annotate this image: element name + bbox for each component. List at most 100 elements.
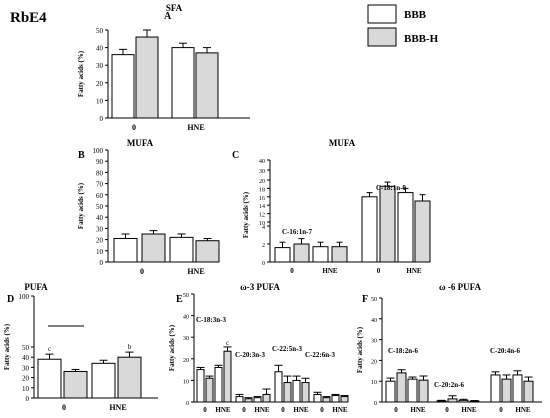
panel-d-x-label: HNE [109, 403, 126, 412]
panel-b-title: MUFA [127, 138, 154, 148]
panel-e-x-label: 0 [281, 406, 285, 414]
panel-b-y-label: Fatty acids (%) [77, 182, 85, 229]
panel-f-x-label: 0 [445, 406, 449, 414]
panel-a-y-tick-label: 0 [100, 115, 104, 123]
panel-d-title: PUFA [24, 282, 48, 292]
panel-f: Fω -6 PUFA 0 10 20 30 40 50 Fatty acids (%) 0 HNE… [356, 282, 542, 414]
panel-c-y-tick-label: 10 [259, 221, 265, 227]
panel-a-y-tick-label: 30 [96, 62, 104, 70]
panel-e-bar [235, 396, 244, 403]
panel-d-y-tick-label: 30 [22, 364, 30, 372]
panel-e-x-label: HNE [215, 406, 231, 414]
panel-f-bar [436, 400, 447, 403]
panel-f-group-label: C-18:2n-6 [388, 347, 418, 355]
panel-c-bar [312, 246, 329, 263]
panel-c-title: MUFA [329, 138, 356, 148]
panel-a-bar [195, 52, 219, 119]
panel-c-bar [274, 247, 291, 263]
panel-e-x-label: HNE [254, 406, 270, 414]
panel-c-group-label: C-18:1n-9 [376, 184, 406, 192]
panel-e-group-label: C-22:5n-3 [272, 345, 302, 353]
panel-a-title: SFA [166, 3, 183, 13]
panel-c: C MUFA 0 2 410 12 14 16 18 20 30 40 Fatty acids (%) 0… [232, 138, 431, 275]
panel-f-bar [458, 399, 469, 403]
panel-c-y-tick-label: 4 [262, 225, 265, 231]
panel-e-y-tick-label: 20 [183, 358, 189, 364]
panel-d-bar [91, 362, 116, 399]
panel-e-y-tick-label: 50 [183, 293, 189, 299]
panel-e-bar [274, 371, 283, 403]
panel-b-letter: B [78, 150, 85, 161]
legend-label-bbb: BBB [404, 9, 427, 21]
panel-f-y-tick-label: 20 [371, 359, 377, 365]
panel-a-x-label: HNE [187, 123, 204, 132]
panel-e-bar [292, 379, 301, 403]
legend-swatch-bbb-h [367, 27, 397, 47]
panel-e-title: ω-3 PUFA [240, 282, 280, 292]
panel-e-letter: E [176, 294, 183, 305]
panel-e-y-tick-label: 0 [186, 401, 189, 407]
panel-c-bar [361, 196, 378, 263]
panel-a-bar [171, 47, 195, 119]
panel-d-x-label: 0 [62, 403, 66, 412]
panel-c-y-tick-label: 0 [262, 261, 265, 267]
panel-c-y-tick-label: 16 [259, 196, 265, 202]
panel-c-bar [397, 192, 414, 263]
panel-e-y-label: Fatty acids (%) [168, 324, 176, 371]
legend-label-bbb-h: BBB-H [404, 33, 439, 45]
panel-c-y-tick-label: 14 [259, 204, 265, 210]
panel-f-x-label: 0 [394, 406, 398, 414]
panel-e-x-label: 0 [320, 406, 324, 414]
panel-c-x-label: HNE [406, 267, 422, 275]
panel-f-y-tick-label: 40 [371, 318, 377, 324]
panel-e: Eω-3 PUFA 0 10 20 30 40 50 Fatty acids (%) c 0 HNE… [168, 282, 349, 414]
panel-b-y-tick-label: 50 [96, 203, 104, 211]
panel-f-y-label: Fatty acids (%) [356, 326, 364, 373]
panel-c-y-tick-label: 18 [259, 187, 265, 193]
panel-e-bar [223, 350, 232, 403]
panel-b-y-tick-label: 90 [96, 158, 104, 166]
panel-d-bar [117, 356, 142, 399]
panel-b-y-tick-label: 40 [96, 214, 104, 222]
panel-e-bar [283, 382, 292, 403]
panel-d-y-tick-label: 50 [22, 344, 30, 352]
panel-a-y-label: Fatty acids (%) [77, 50, 85, 97]
panel-c-x-label: 0 [290, 267, 294, 275]
panel-d-y-tick-label: 10 [22, 385, 30, 393]
panel-f-title: ω -6 PUFA [439, 282, 481, 292]
panel-b-y-tick-label: 60 [96, 192, 104, 200]
panel-e-group-label: C-20:3n-3 [235, 351, 265, 359]
panel-c-bar [414, 200, 431, 263]
panel-d-y-tick-label: 40 [22, 354, 30, 362]
panel-e-x-label: 0 [203, 406, 207, 414]
panel-a-bar [111, 54, 135, 119]
panel-f-bar [418, 379, 429, 403]
panel-b-x-label: HNE [187, 267, 204, 276]
panel-f-bar [469, 400, 480, 403]
panel-b-y-tick-label: 20 [96, 237, 104, 245]
panel-c-group-label: C-16:1n-7 [282, 228, 312, 236]
panel-e-bar [196, 369, 205, 403]
panel-d-y-tick-label: 20 [22, 375, 30, 383]
panel-d-bar [63, 370, 88, 399]
panel-e-x-label: HNE [332, 406, 348, 414]
panel-c-y-label: Fatty acids (%) [242, 191, 250, 238]
panel-e-annotation: c [226, 339, 229, 347]
panel-e-bar [313, 393, 322, 403]
panel-e-group-label: C-22:6n-3 [305, 351, 335, 359]
panel-d-bar [37, 358, 62, 399]
panel-e-y-tick-label: 30 [183, 336, 189, 342]
panel-f-bar [385, 380, 396, 403]
panel-f-bar [396, 372, 407, 403]
panel-f-bar [447, 398, 458, 403]
panel-e-bar [262, 393, 271, 403]
panel-f-bar [512, 374, 523, 403]
panel-f-y-tick-label: 30 [371, 339, 377, 345]
panel-f-letter: F [362, 294, 368, 305]
panel-f-group-label: C-20:4n-6 [490, 347, 520, 355]
panel-f-y-tick-label: 10 [371, 380, 377, 386]
panel-f-x-label: HNE [515, 406, 531, 414]
